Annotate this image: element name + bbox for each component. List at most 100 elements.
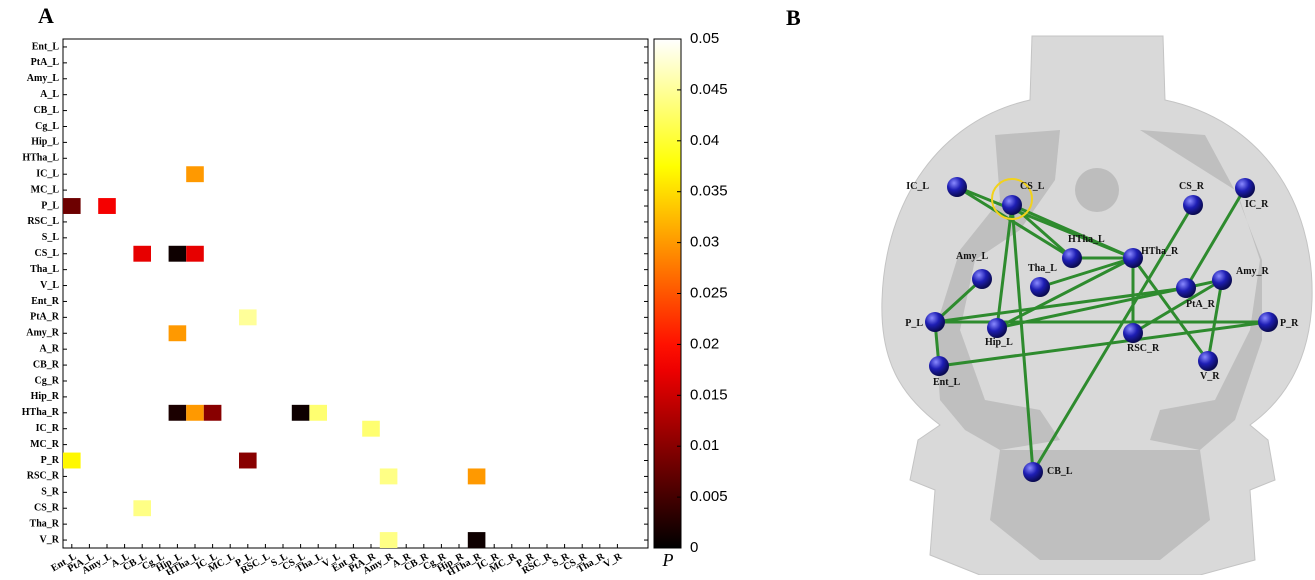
edge	[1031, 203, 1195, 474]
node	[972, 269, 992, 289]
cell	[379, 532, 398, 548]
edge	[1131, 256, 1210, 363]
cell	[379, 468, 398, 485]
node-label: CS_L	[1020, 181, 1045, 192]
cell	[467, 468, 486, 485]
y-tick-label: CB_L	[33, 105, 59, 116]
y-tick-label: MC_L	[31, 184, 60, 195]
cell	[291, 404, 310, 421]
cell	[309, 404, 327, 421]
y-tick-label: Cg_R	[35, 375, 60, 386]
edge	[1010, 203, 1135, 260]
y-tick-label: Ent_L	[32, 41, 60, 52]
node-label: RSC_R	[1127, 343, 1160, 354]
node-label: HTha_L	[1068, 234, 1105, 245]
colorbar-label: P	[662, 550, 674, 570]
node	[1176, 278, 1196, 298]
node-label: PtA_R	[1186, 299, 1216, 310]
cell	[168, 325, 187, 342]
node	[1258, 312, 1278, 332]
y-tick-label: CS_L	[35, 248, 60, 259]
colorbar	[653, 38, 682, 549]
y-tick-label: HTha_R	[22, 407, 60, 418]
y-tick-label: RSC_L	[27, 216, 59, 227]
cell	[186, 404, 204, 421]
node	[1123, 248, 1143, 268]
edge	[933, 277, 984, 324]
colorbar-tick-label: 0.05	[690, 30, 719, 47]
y-tick-label: Cg_L	[35, 121, 59, 132]
edge	[1038, 256, 1135, 289]
colorbar-tick-label: 0.025	[690, 284, 728, 301]
node-label: Hip_L	[985, 337, 1013, 348]
y-tick-label: MC_R	[30, 439, 60, 450]
colorbar-tick-label: 0.045	[690, 81, 728, 98]
edge	[1206, 278, 1224, 363]
node-label: P_L	[905, 318, 923, 329]
plot-frame	[62, 38, 649, 549]
node	[925, 312, 945, 332]
cell	[168, 404, 187, 421]
cell	[203, 404, 222, 421]
cell	[63, 198, 81, 214]
y-tick-label: Ent_R	[31, 296, 60, 307]
nodes: IC_L CS_L CS_R IC_R HTha_L HTha_R Amy_L Tha_L Am…	[905, 177, 1299, 482]
edge	[995, 256, 1135, 330]
y-tick-label: HTha_L	[22, 153, 59, 164]
cell	[362, 420, 380, 437]
node-label: CS_R	[1179, 181, 1205, 192]
y-tick-label: IC_R	[36, 423, 60, 434]
cell	[98, 198, 116, 214]
node-label: Amy_R	[1236, 266, 1270, 277]
y-tick-label: Amy_L	[27, 73, 60, 84]
node	[1030, 277, 1050, 297]
y-tick-label: Hip_R	[31, 391, 60, 402]
node-label: HTha_R	[1141, 246, 1179, 257]
node-label: Ent_L	[933, 377, 961, 388]
edge	[933, 286, 1188, 324]
cell	[186, 166, 204, 183]
y-tick-label: RSC_R	[27, 471, 60, 482]
heatmap: Ent_LEnt_LPtA_LPtA_LAmy_LAmy_LA_LA_LCB_L…	[22, 30, 728, 579]
node	[1235, 178, 1255, 198]
cell	[63, 452, 81, 469]
y-tick-label: A_R	[40, 343, 60, 354]
node-label: Tha_L	[1028, 263, 1057, 274]
y-tick-label: IC_L	[36, 169, 59, 180]
y-tick-label: Tha_R	[30, 518, 60, 529]
cell	[133, 245, 151, 262]
node	[1023, 462, 1043, 482]
node-label: V_R	[1200, 371, 1220, 382]
y-tick-label: Amy_R	[26, 328, 60, 339]
cell	[467, 532, 486, 548]
panel-label: B	[786, 5, 801, 30]
node-label: Amy_L	[956, 251, 989, 262]
cell	[239, 309, 257, 326]
node	[1123, 323, 1143, 343]
y-tick-label: V_L	[40, 280, 59, 291]
brain-shade	[935, 130, 1262, 560]
y-tick-label: Hip_L	[31, 137, 59, 148]
node	[947, 177, 967, 197]
node	[1198, 351, 1218, 371]
highlight-ring	[991, 178, 1033, 220]
colorbar-tick-label: 0.04	[690, 132, 719, 149]
colorbar-tick-label: 0.02	[690, 335, 719, 352]
y-tick-label: PtA_R	[30, 312, 60, 323]
node	[1002, 195, 1022, 215]
cell	[168, 245, 187, 262]
colorbar-tick-label: 0	[690, 539, 698, 556]
y-tick-label: PtA_L	[31, 57, 60, 68]
cell	[133, 500, 151, 517]
colorbar-tick-label: 0.005	[690, 488, 728, 505]
x-tick-label: V_R	[602, 551, 625, 571]
colorbar-tick-label: 0.035	[690, 183, 728, 200]
node	[1062, 248, 1082, 268]
y-tick-label: A_L	[40, 89, 59, 100]
y-tick-label: CS_R	[34, 503, 60, 514]
node-label: IC_R	[1245, 199, 1269, 210]
node	[929, 356, 949, 376]
y-tick-label: S_L	[42, 232, 60, 243]
edge	[1184, 186, 1247, 290]
